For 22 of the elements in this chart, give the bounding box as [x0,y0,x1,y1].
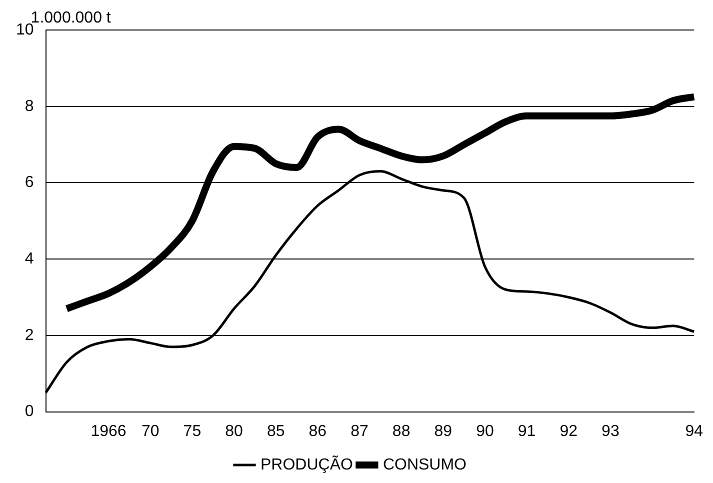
y-tick-label: 0 [24,403,34,420]
x-tick-label: 75 [183,422,202,440]
x-tick-label: 91 [518,422,536,440]
x-tick-label: 90 [476,422,494,440]
x-tick-label: 94 [685,422,704,440]
y-tick-label: 10 [16,21,34,38]
x-tick-label: 1966 [90,422,126,440]
x-tick-label: 88 [392,422,410,440]
x-tick-label: 80 [225,422,244,440]
x-tick-label: 85 [266,422,285,440]
x-tick-label: 86 [308,422,327,440]
x-tick-label: 93 [602,422,620,440]
x-tick-label: 92 [560,422,578,440]
legend-label: PRODUÇÃO [260,454,353,474]
legend-label: CONSUMO [382,456,467,474]
y-tick-label: 8 [24,98,34,115]
x-tick-label: 87 [350,422,368,440]
y-tick-label: 2 [24,326,34,344]
x-tick-label: 89 [434,422,452,440]
y-tick-label: 4 [24,250,34,268]
y-tick-label: 6 [24,174,34,192]
x-tick-label: 70 [141,422,160,440]
